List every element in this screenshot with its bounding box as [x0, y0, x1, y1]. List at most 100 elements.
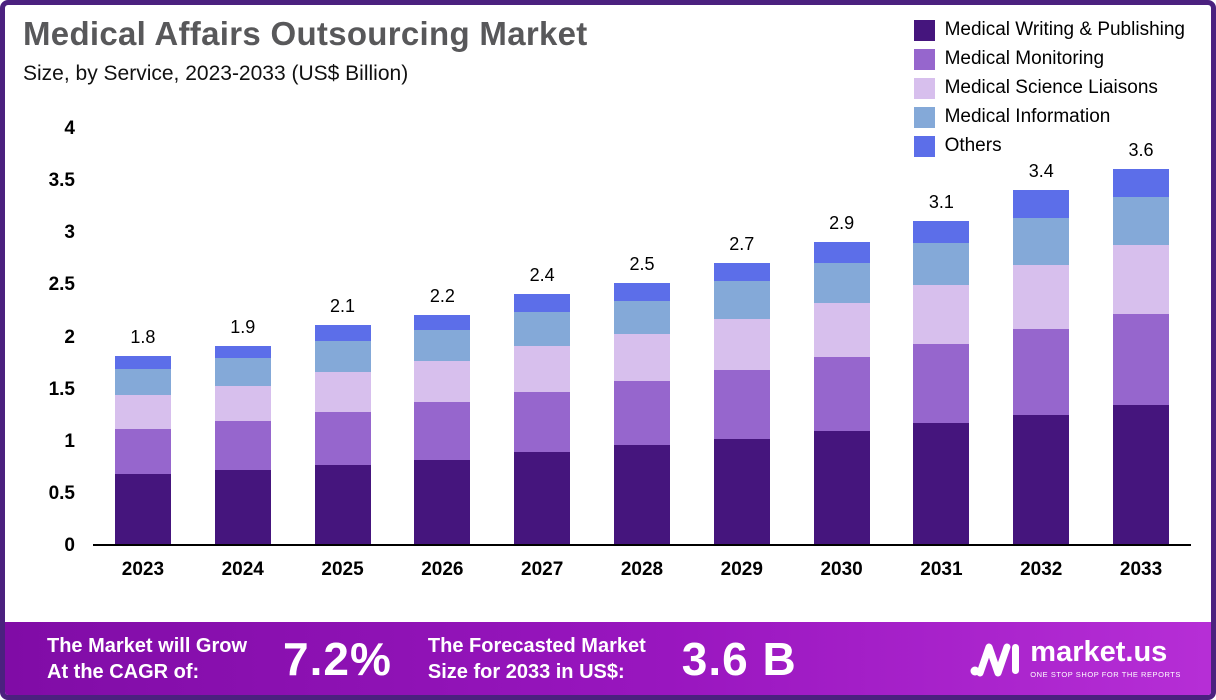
bar-segment	[214, 345, 271, 359]
bar-segment	[913, 343, 970, 424]
bar-2030	[813, 241, 870, 544]
bar-segment	[314, 372, 371, 412]
chart-legend: Medical Writing & Publishing Medical Moni…	[913, 19, 1185, 157]
y-tick-label: 1	[64, 430, 75, 452]
bar-2025	[314, 325, 371, 544]
legend-item-3: Medical Information	[913, 106, 1185, 128]
x-axis-label-2031: 2031	[920, 559, 963, 580]
cagr-label: The Market will Grow At the CAGR of:	[47, 633, 247, 685]
bar-segment	[813, 303, 870, 358]
legend-label: Medical Information	[944, 106, 1111, 127]
bar-column-2028: 2.5	[592, 129, 692, 544]
bar-segment	[414, 459, 471, 544]
bar-segment	[713, 438, 770, 544]
legend-label: Medical Monitoring	[944, 48, 1105, 69]
bar-segment	[314, 411, 371, 465]
bar-column-2033: 3.6	[1091, 129, 1191, 544]
bar-segment	[1013, 264, 1070, 330]
bar-segment	[514, 345, 571, 392]
legend-item-2: Medical Science Liaisons	[913, 77, 1185, 99]
y-axis: 0 0.5 1 1.5 2 2.5 3 3.5 4	[5, 118, 85, 556]
forecast-label-line1: The Forecasted Market	[427, 634, 646, 657]
cagr-label-line1: The Market will Grow	[47, 634, 248, 657]
bar-column-2029: 2.7	[692, 129, 792, 544]
bar-total-label: 2.2	[429, 285, 455, 306]
legend-swatch	[913, 48, 935, 70]
bar-segment	[514, 293, 571, 312]
bar-segment	[114, 368, 171, 395]
y-tick-label: 0.5	[48, 482, 75, 504]
market-us-logo-icon	[970, 643, 1020, 676]
x-axis-label-2023: 2023	[121, 559, 165, 580]
bar-total-label: 3.1	[928, 191, 954, 212]
bar-segment	[214, 358, 271, 386]
bar-segment	[314, 325, 371, 341]
bar-total-label: 1.9	[230, 316, 256, 337]
bar-segment	[713, 369, 770, 439]
bar-segment	[414, 330, 471, 361]
bar-segment	[1113, 313, 1170, 406]
x-axis-label-2030: 2030	[820, 559, 863, 580]
bar-2026	[414, 314, 471, 544]
y-tick-label: 3	[64, 222, 75, 244]
bar-segment	[913, 242, 970, 286]
y-tick-label: 1.5	[48, 378, 75, 400]
bar-column-2030: 2.9	[792, 129, 892, 544]
legend-item-1: Medical Monitoring	[913, 48, 1185, 70]
chart-subtitle: Size, by Service, 2023-2033 (US$ Billion…	[23, 62, 409, 85]
bar-2029	[713, 262, 770, 544]
bar-segment	[214, 385, 271, 421]
bar-column-2025: 2.1	[293, 129, 393, 544]
bar-segment	[514, 311, 571, 346]
bar-segment	[314, 464, 371, 544]
bar-total-label: 2.4	[529, 264, 555, 285]
bar-segment	[1113, 196, 1170, 245]
x-axis-label-2027: 2027	[521, 559, 564, 580]
bar-total-label: 2.5	[629, 254, 655, 275]
legend-swatch	[913, 19, 935, 41]
bar-segment	[514, 391, 571, 453]
y-tick-label: 3.5	[48, 170, 75, 192]
bar-total-label: 3.4	[1028, 160, 1054, 181]
forecast-label: The Forecasted Market Size for 2033 in U…	[428, 633, 646, 685]
bar-segment	[913, 285, 970, 344]
bar-segment	[613, 444, 670, 544]
bar-segment	[713, 262, 770, 282]
cagr-value: 7.2%	[283, 632, 392, 685]
y-tick-label: 2	[64, 326, 75, 348]
bar-segment	[613, 381, 670, 445]
bar-segment	[913, 220, 970, 243]
legend-item-0: Medical Writing & Publishing	[913, 19, 1185, 41]
bar-column-2032: 3.4	[991, 129, 1091, 544]
bar-segment	[414, 314, 471, 331]
legend-label: Medical Science Liaisons	[944, 77, 1158, 98]
bar-column-2023: 1.8	[93, 129, 193, 544]
legend-item-4: Others	[913, 135, 1185, 157]
bar-segment	[713, 318, 770, 370]
bar-column-2024: 1.9	[193, 129, 293, 544]
forecast-label-line2: Size for 2033 in US$:	[427, 660, 625, 683]
x-axis-label-2033: 2033	[1119, 559, 1163, 580]
bar-column-2031: 3.1	[892, 129, 992, 544]
x-axis-label-2024: 2024	[221, 559, 264, 580]
bar-2033	[1113, 168, 1170, 544]
bar-segment	[1113, 405, 1170, 544]
bar-segment	[613, 283, 670, 302]
x-axis-label-2029: 2029	[720, 559, 763, 580]
y-tick-label: 2.5	[48, 274, 75, 296]
bar-segment	[713, 281, 770, 319]
brand-block: market.us ONE STOP SHOP FOR THE REPORTS	[970, 638, 1181, 679]
x-axis-label-2026: 2026	[421, 559, 464, 580]
bar-segment	[813, 431, 870, 544]
forecast-value: 3.6 B	[681, 632, 797, 685]
banner: The Market will Grow At the CAGR of: 7.2…	[5, 622, 1211, 695]
x-axis: 2023 2024 2025 2026 2027 2028 2029 2030 2031 2032…	[93, 559, 1191, 581]
y-tick-label: 0	[64, 535, 75, 556]
bar-segment	[813, 241, 870, 263]
bar-segment	[613, 301, 670, 335]
bar-segment	[1013, 329, 1070, 415]
bar-segment	[1013, 217, 1070, 265]
bar-total-label: 1.8	[130, 327, 156, 348]
bar-segment	[214, 421, 271, 470]
bar-2031	[913, 220, 970, 544]
